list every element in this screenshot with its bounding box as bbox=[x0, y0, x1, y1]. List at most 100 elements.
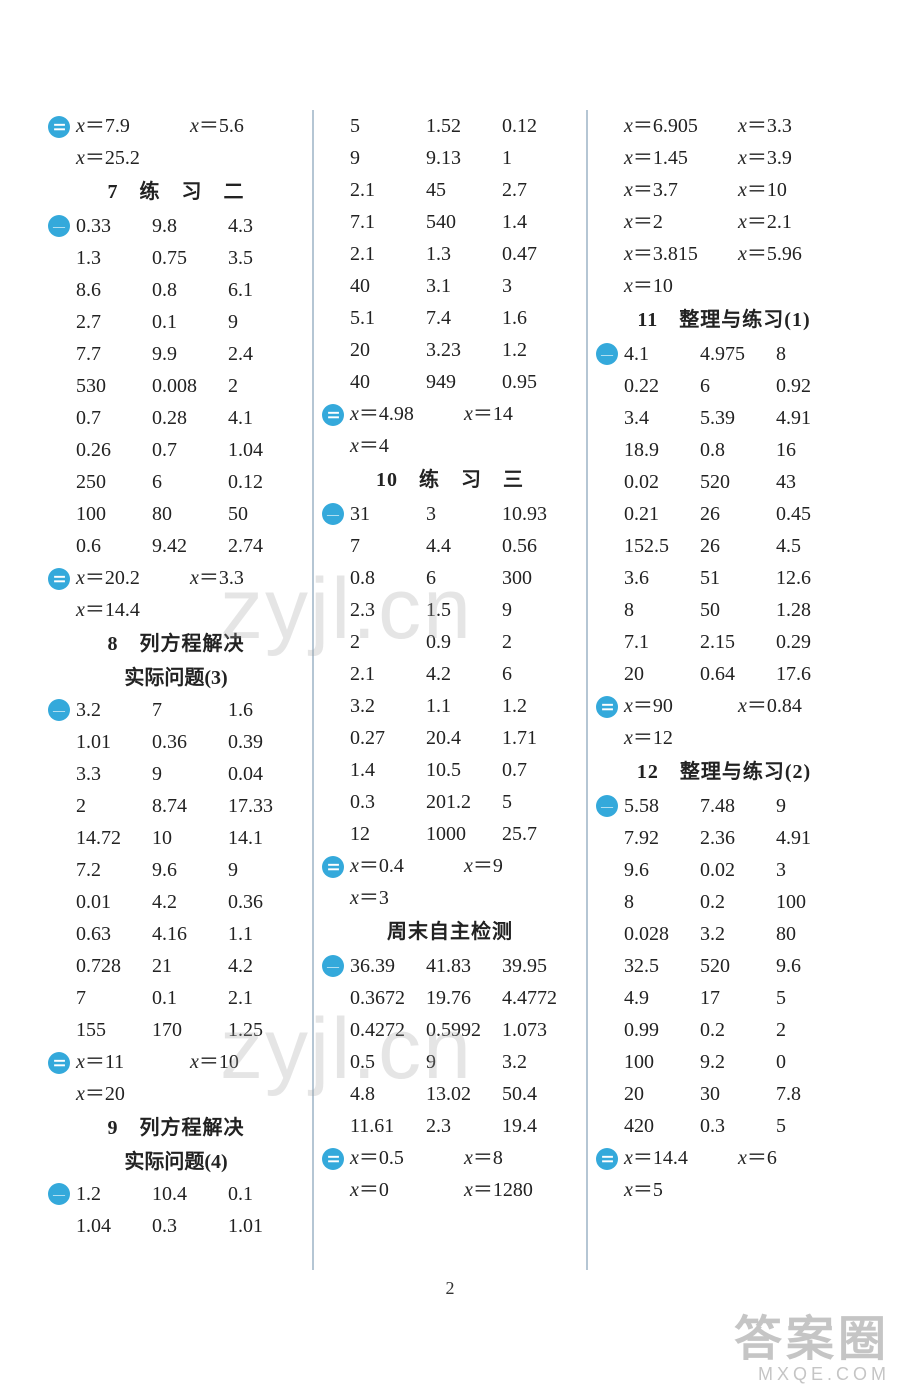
cell: 201.2 bbox=[426, 786, 502, 818]
cell: 7.1 bbox=[624, 626, 700, 658]
cell: 40 bbox=[350, 270, 426, 302]
table-row: 0.014.20.36 bbox=[48, 886, 304, 918]
cell: 20 bbox=[624, 1078, 700, 1110]
cell: 7.2 bbox=[76, 854, 152, 886]
cell: 7.8 bbox=[776, 1078, 852, 1110]
cell: 7.4 bbox=[426, 302, 502, 334]
cell: 2.36 bbox=[700, 822, 776, 854]
cell: 1.3 bbox=[76, 242, 152, 274]
cell: 9.13 bbox=[426, 142, 502, 174]
cell: 5 bbox=[776, 1110, 852, 1142]
eq-row: x＝14.4 bbox=[48, 594, 304, 626]
table-row: —1.210.40.1 bbox=[48, 1178, 304, 1210]
cell: 0.3 bbox=[152, 1210, 228, 1242]
table-row: 28.7417.33 bbox=[48, 790, 304, 822]
table-row: 11.612.319.4 bbox=[322, 1110, 578, 1142]
cell: 9.42 bbox=[152, 530, 228, 562]
cell: 2 bbox=[502, 626, 578, 658]
cell: 3.23 bbox=[426, 334, 502, 366]
cell: 1.01 bbox=[228, 1210, 304, 1242]
section-heading: 10 练 习 三 bbox=[322, 462, 578, 498]
table-row: 32.55209.6 bbox=[596, 950, 852, 982]
corner-wm-small: MXQE.COM bbox=[734, 1364, 890, 1384]
cell: 6 bbox=[502, 658, 578, 690]
eq: x＝0.4 bbox=[350, 850, 464, 882]
table-row: 3.21.11.2 bbox=[322, 690, 578, 722]
cell: 14.72 bbox=[76, 822, 152, 854]
table-row: 403.13 bbox=[322, 270, 578, 302]
table-row: 4.813.0250.4 bbox=[322, 1078, 578, 1110]
eq: x＝0.5 bbox=[350, 1142, 464, 1174]
cell: 0.028 bbox=[624, 918, 700, 950]
corner-watermark: 答案圈 MXQE.COM bbox=[734, 1316, 890, 1384]
cell: 0.63 bbox=[76, 918, 152, 950]
cell: 9 bbox=[350, 142, 426, 174]
cell: 17.6 bbox=[776, 658, 852, 690]
cell: 3.5 bbox=[228, 242, 304, 274]
eq-row: x＝25.2 bbox=[48, 142, 304, 174]
cell: 20 bbox=[624, 658, 700, 690]
cell: 12 bbox=[350, 818, 426, 850]
eq: x＝8 bbox=[464, 1142, 578, 1174]
table-row: 1.30.753.5 bbox=[48, 242, 304, 274]
cell: 1.28 bbox=[776, 594, 852, 626]
cell: 100 bbox=[76, 498, 152, 530]
cell: 16 bbox=[776, 434, 852, 466]
eq: x＝25.2 bbox=[76, 142, 140, 174]
marker-icon: — bbox=[596, 343, 618, 365]
eq: x＝3.9 bbox=[738, 142, 852, 174]
cell: 2.3 bbox=[350, 594, 426, 626]
eq: x＝10 bbox=[190, 1046, 304, 1078]
cell: 1000 bbox=[426, 818, 502, 850]
cell: 80 bbox=[776, 918, 852, 950]
cell: 4.2 bbox=[228, 950, 304, 982]
cell: 18.9 bbox=[624, 434, 700, 466]
cell: 1.1 bbox=[228, 918, 304, 950]
cell: 949 bbox=[426, 366, 502, 398]
cell: 100 bbox=[776, 886, 852, 918]
cell: 9.9 bbox=[152, 338, 228, 370]
column-1: ⚌ x＝7.9 x＝5.6 x＝25.2 7 练 习 二 —0.339.84.3… bbox=[40, 110, 312, 1270]
cell: 520 bbox=[700, 950, 776, 982]
cell: 80 bbox=[152, 498, 228, 530]
cell: 7.92 bbox=[624, 822, 700, 854]
cell: 9.2 bbox=[700, 1046, 776, 1078]
eq-row: ⚌ x＝14.4 x＝6 bbox=[596, 1142, 852, 1174]
cell: 0.2 bbox=[700, 1014, 776, 1046]
table-row: 0.2260.92 bbox=[596, 370, 852, 402]
table-row: 2.1452.7 bbox=[322, 174, 578, 206]
cell: 8 bbox=[624, 886, 700, 918]
section-heading: 11 整理与练习(1) bbox=[596, 302, 852, 338]
eq: x＝4.98 bbox=[350, 398, 464, 430]
cell: 5 bbox=[776, 982, 852, 1014]
table-row: 3.65112.6 bbox=[596, 562, 852, 594]
marker-icon: — bbox=[322, 503, 344, 525]
cell: 17.33 bbox=[228, 790, 304, 822]
cell: 4.2 bbox=[152, 886, 228, 918]
eq-row: ⚌ x＝0.5 x＝8 bbox=[322, 1142, 578, 1174]
cell: 51 bbox=[700, 562, 776, 594]
cell: 0.47 bbox=[502, 238, 578, 270]
table-row: 25060.12 bbox=[48, 466, 304, 498]
cell: 19.76 bbox=[426, 982, 502, 1014]
cell: 0.56 bbox=[502, 530, 578, 562]
eq: x＝4 bbox=[350, 430, 389, 462]
table-row: 0.260.71.04 bbox=[48, 434, 304, 466]
table-row: 20307.8 bbox=[596, 1078, 852, 1110]
cell: 152.5 bbox=[624, 530, 700, 562]
table-row: 74.40.56 bbox=[322, 530, 578, 562]
table-row: 203.231.2 bbox=[322, 334, 578, 366]
cell: 41.83 bbox=[426, 950, 502, 982]
marker-icon: ⚌ bbox=[596, 1148, 618, 1170]
cell: 4.16 bbox=[152, 918, 228, 950]
cell: 0.4272 bbox=[350, 1014, 426, 1046]
cell: 9.6 bbox=[776, 950, 852, 982]
eq: x＝2.1 bbox=[738, 206, 852, 238]
data-grid: —0.339.84.31.30.753.58.60.86.12.70.197.7… bbox=[48, 210, 304, 562]
marker-icon: — bbox=[48, 1183, 70, 1205]
table-row: 0.0252043 bbox=[596, 466, 852, 498]
cell: 0.3672 bbox=[350, 982, 426, 1014]
cell: 40 bbox=[350, 366, 426, 398]
cell: 1.01 bbox=[76, 726, 152, 758]
cell: 4.1 bbox=[228, 402, 304, 434]
